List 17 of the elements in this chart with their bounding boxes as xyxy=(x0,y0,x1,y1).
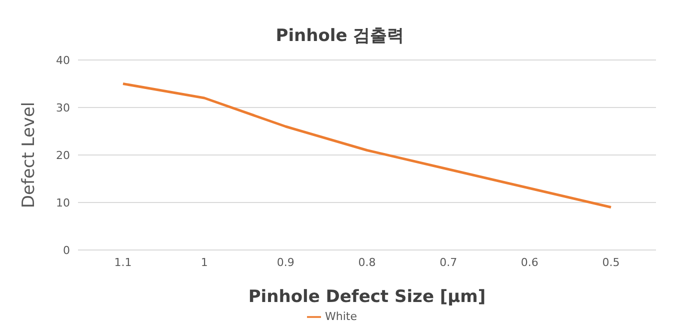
y-tick-label: 40 xyxy=(56,54,70,67)
x-tick-label: 1.1 xyxy=(114,256,132,269)
y-tick-label: 10 xyxy=(56,196,70,210)
x-tick-label: 0.9 xyxy=(276,256,294,269)
legend-label: White xyxy=(325,310,357,324)
x-tick-label: 1 xyxy=(200,256,208,269)
line-series xyxy=(122,82,612,208)
chart-title: Pinhole 검출력 xyxy=(274,25,406,48)
x-axis-title: Pinhole Defect Size [μm] xyxy=(248,287,486,307)
y-tick-label: 0 xyxy=(63,244,70,257)
y-axis-title: Defect Level xyxy=(19,102,40,208)
y-tick-label: 30 xyxy=(56,101,70,114)
x-tick-label: 0.6 xyxy=(520,256,538,269)
x-tick-label: 0.5 xyxy=(602,256,620,269)
x-tick-label: 0.7 xyxy=(440,256,458,269)
x-tick-label: 0.8 xyxy=(358,256,376,269)
y-tick-label: 20 xyxy=(56,148,70,162)
